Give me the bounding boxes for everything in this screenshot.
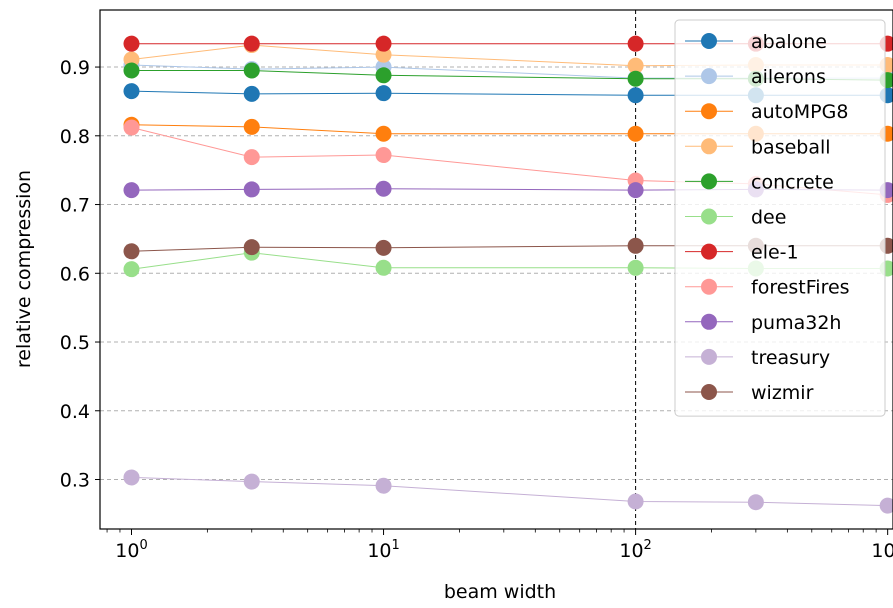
legend-item-treasury: treasury: [685, 347, 830, 369]
data-point: [879, 497, 893, 514]
data-point: [123, 182, 140, 199]
data-point: [123, 35, 140, 52]
legend-item-ailerons: ailerons: [685, 66, 826, 88]
data-point: [627, 182, 644, 199]
data-point: [375, 85, 392, 102]
x-tick-label: 102: [619, 538, 651, 562]
plot-frame: [99, 9, 893, 530]
legend-marker: [701, 313, 717, 330]
legend-marker: [701, 33, 717, 49]
y-tick-label: 0.9: [60, 57, 90, 79]
data-point: [375, 125, 392, 142]
data-point: [375, 477, 392, 494]
legend-marker: [701, 384, 717, 400]
legend-item-concrete: concrete: [685, 171, 834, 193]
legend-marker: [701, 208, 717, 225]
legend-item-puma32h: puma32h: [685, 312, 841, 334]
legend-marker: [701, 68, 717, 85]
data-point: [243, 473, 260, 490]
y-tick-label: 0.5: [60, 332, 90, 354]
series-treasury: [123, 469, 893, 514]
x-tick-label: 101: [367, 538, 399, 562]
data-point: [627, 125, 644, 142]
x-tick-label: 103: [871, 538, 893, 562]
legend-item-forestFires: forestFires: [685, 277, 850, 299]
data-point: [123, 261, 140, 278]
data-point: [627, 70, 644, 87]
legend-marker: [701, 103, 717, 120]
y-tick-label: 0.8: [60, 126, 90, 148]
legend-item-baseball: baseball: [685, 136, 831, 158]
legend-item-ele-1: ele-1: [685, 242, 799, 264]
legend-label: autoMPG8: [751, 101, 848, 123]
data-point: [243, 35, 260, 52]
legend-marker: [701, 173, 717, 190]
data-point: [123, 51, 140, 68]
legend-label: dee: [751, 207, 786, 229]
data-point: [627, 237, 644, 254]
data-point: [243, 181, 260, 198]
legend-label: abalone: [751, 31, 827, 53]
axes: 0.3 0.4 0.5 0.6 0.7 0.8 0.9 100 101 102 103: [60, 9, 893, 562]
data-point: [375, 67, 392, 84]
data-point: [375, 239, 392, 256]
data-point: [627, 259, 644, 276]
data-point: [375, 180, 392, 197]
data-point: [627, 87, 644, 104]
data-point: [375, 147, 392, 164]
data-point: [123, 243, 140, 260]
data-point: [243, 62, 260, 79]
legend-marker: [701, 348, 717, 365]
x-tick-label: 100: [115, 538, 147, 562]
data-point: [123, 83, 140, 100]
legend-label: ele-1: [751, 242, 799, 264]
legend-label: forestFires: [751, 277, 850, 299]
y-axis-label: relative compression: [13, 170, 35, 368]
legend-marker: [701, 278, 717, 295]
data-point: [627, 35, 644, 52]
legend-label: baseball: [751, 136, 831, 158]
legend-box: [674, 19, 886, 417]
legend-label: puma32h: [751, 312, 841, 334]
y-tick-label: 0.7: [60, 195, 90, 217]
data-point: [627, 57, 644, 74]
legend-label: wizmir: [751, 382, 814, 404]
legend-label: treasury: [751, 347, 830, 369]
legend: abalone ailerons autoMPG8 baseball concrete d…: [674, 19, 886, 417]
legend-marker: [701, 243, 717, 260]
data-point: [123, 469, 140, 486]
data-point: [375, 35, 392, 52]
y-tick-label: 0.4: [60, 401, 90, 423]
legend-label: concrete: [751, 171, 834, 193]
data-point: [243, 149, 260, 166]
data-point: [123, 119, 140, 136]
data-point: [243, 239, 260, 256]
legend-item-autoMPG8: autoMPG8: [685, 101, 848, 123]
data-point: [627, 493, 644, 510]
data-point: [375, 259, 392, 276]
data-point: [375, 46, 392, 63]
y-tick-label: 0.3: [60, 470, 90, 492]
data-point: [123, 62, 140, 79]
data-point: [243, 85, 260, 102]
legend-label: ailerons: [751, 66, 826, 88]
legend-item-dee: dee: [685, 207, 786, 229]
legend-item-wizmir: wizmir: [685, 382, 814, 404]
legend-item-abalone: abalone: [685, 31, 827, 53]
y-tick-label: 0.6: [60, 263, 90, 285]
legend-marker: [701, 138, 717, 155]
series-line: [131, 476, 888, 507]
data-point: [747, 494, 764, 511]
data-point: [243, 118, 260, 135]
x-axis-label: beam width: [444, 581, 556, 603]
